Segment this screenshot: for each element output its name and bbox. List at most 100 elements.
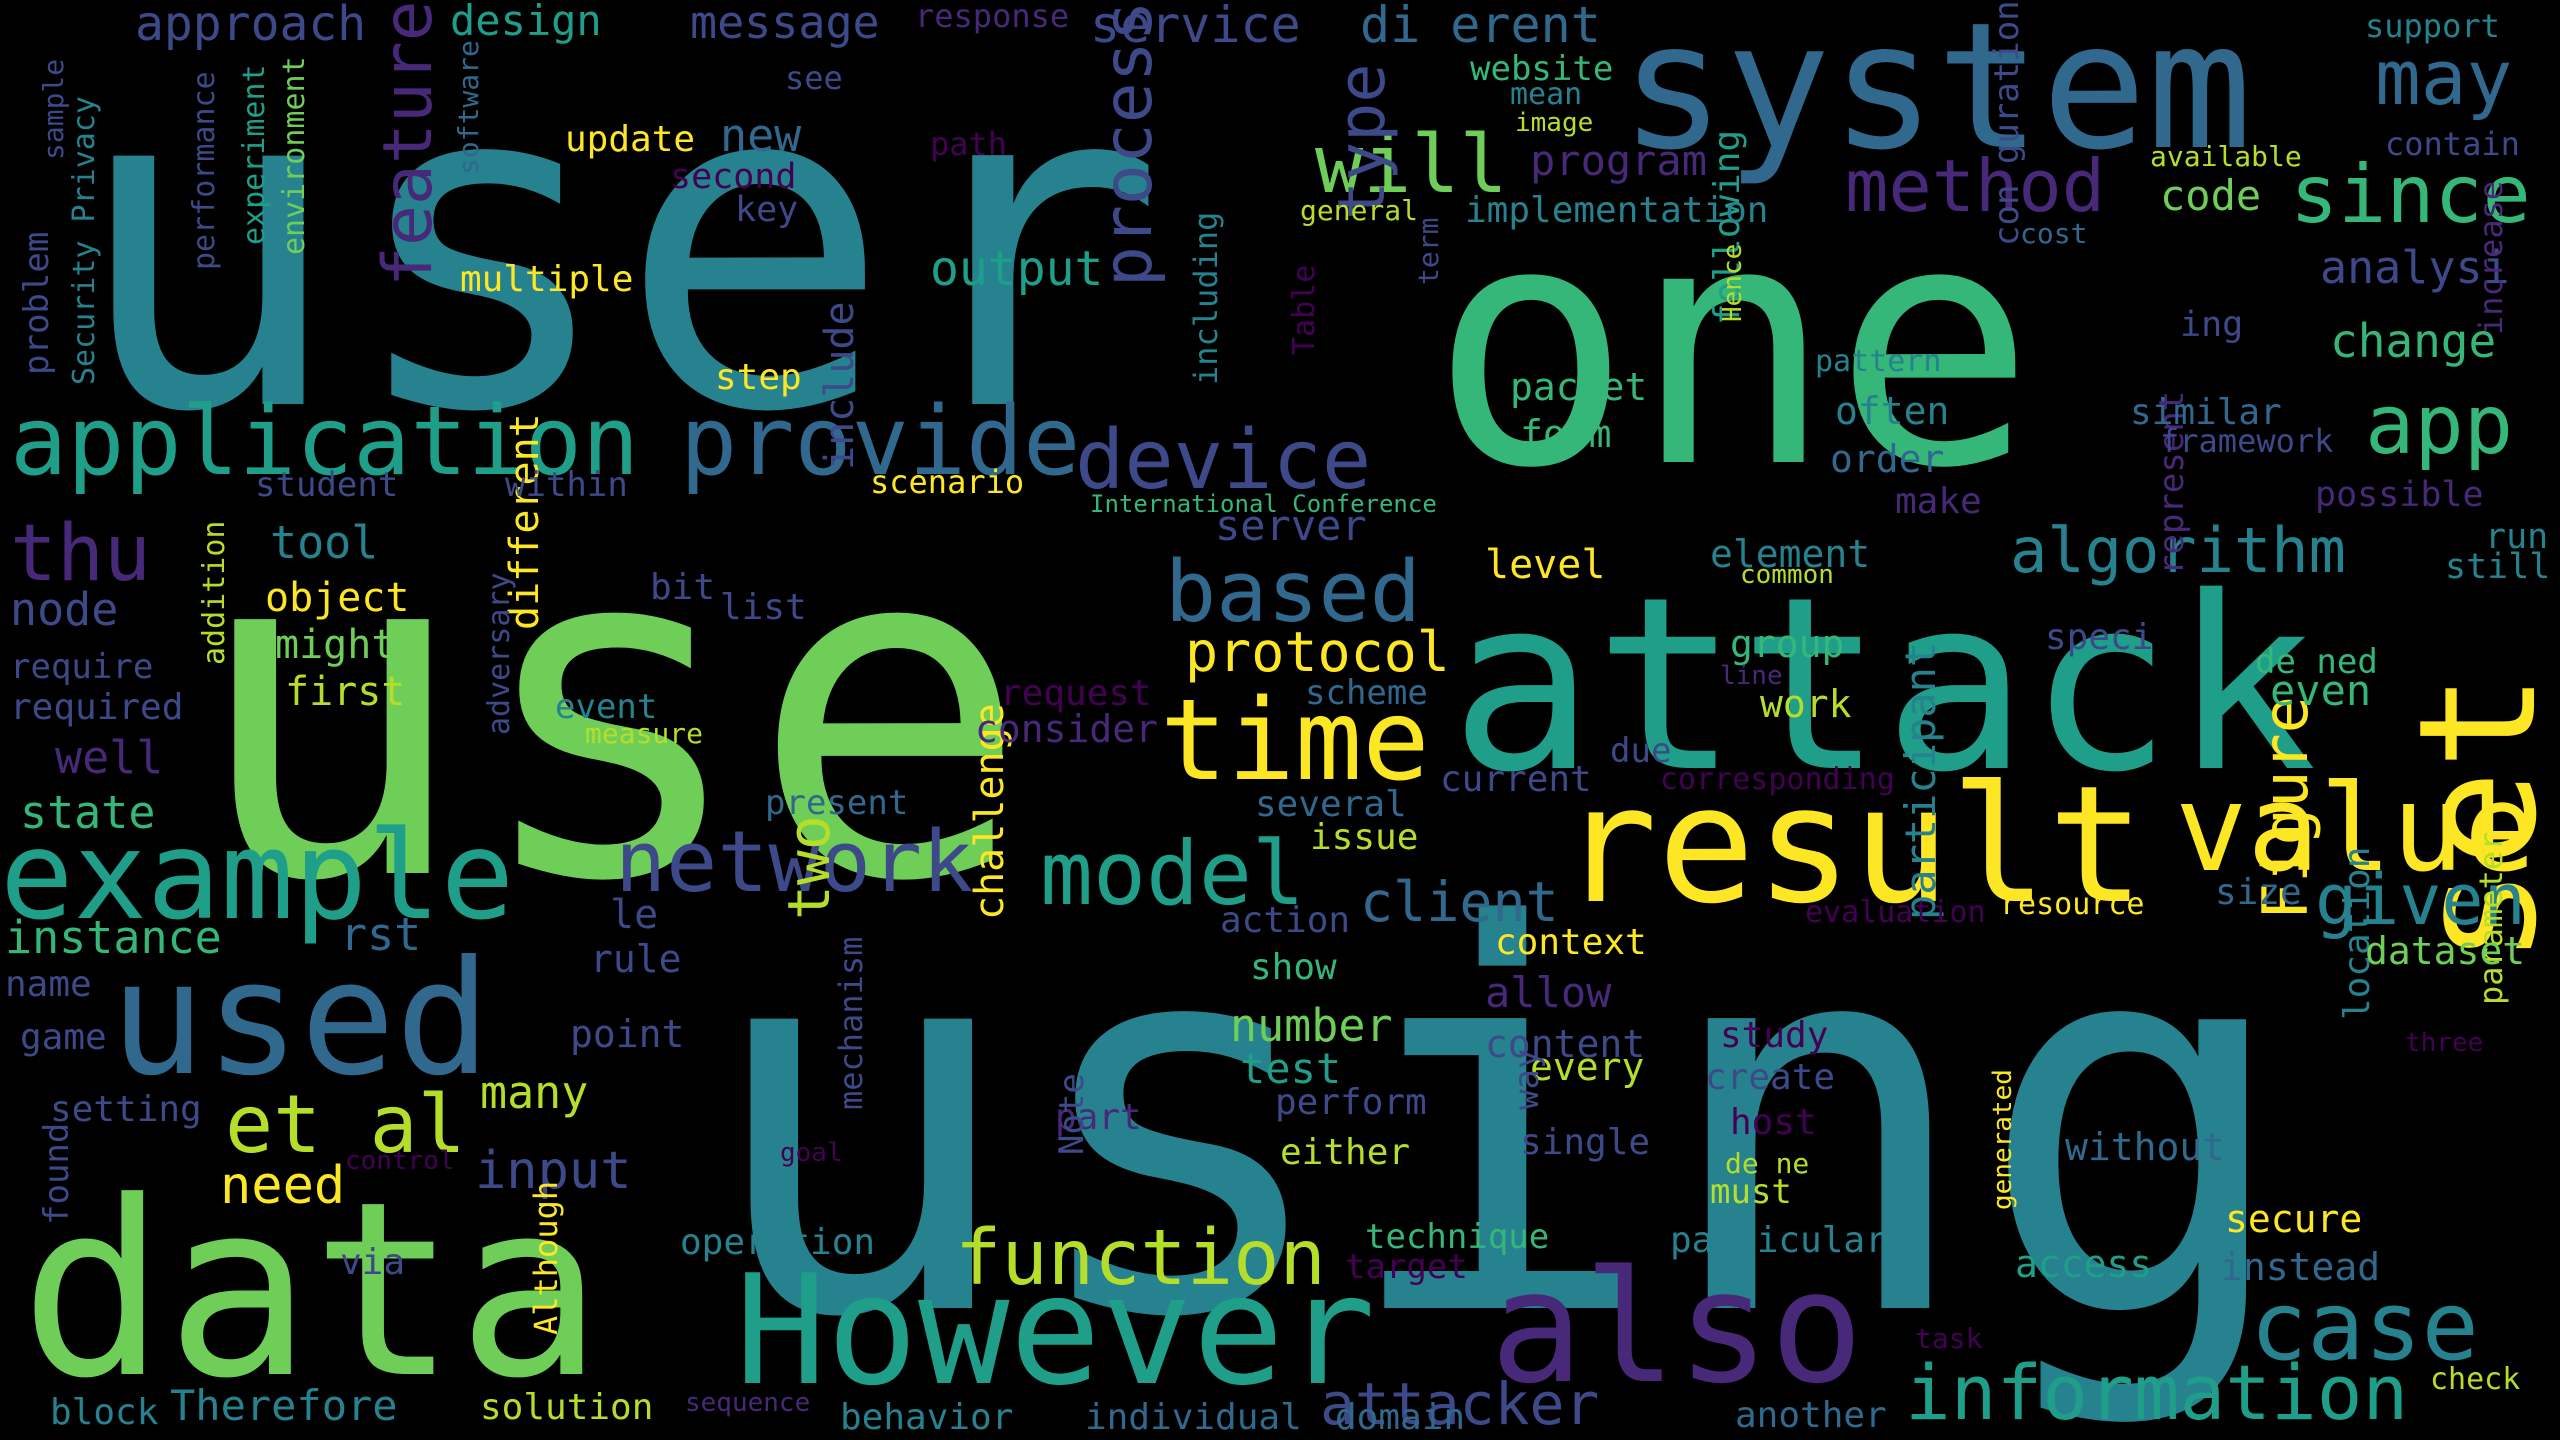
word-output: output	[930, 241, 1104, 297]
word-image: image	[1515, 108, 1594, 138]
word-name: name	[5, 964, 92, 1005]
word-time: time	[1160, 676, 1430, 806]
word-secure: secure	[2225, 1197, 2363, 1241]
word-target: target	[1345, 1247, 1468, 1287]
word-also: also	[1490, 1237, 1864, 1418]
word-increase: increase	[2472, 180, 2510, 335]
word-block: block	[50, 1392, 159, 1433]
word-problem: problem	[17, 231, 57, 375]
word-new: new	[720, 109, 802, 162]
word-still: still	[2445, 547, 2551, 587]
word-need: need	[220, 1156, 346, 1216]
word-control: control	[345, 1146, 455, 1176]
word-parameter: parameter	[2472, 831, 2510, 1005]
word-within: within	[505, 465, 628, 505]
word-framework: framework	[2160, 422, 2334, 460]
word-test: test	[1240, 1044, 1342, 1093]
word-content: content	[1485, 1022, 1646, 1066]
word-example: example	[0, 805, 515, 947]
word-application: application	[10, 387, 640, 497]
word-service: service	[1090, 0, 1301, 54]
word-analysi: analysi	[2320, 241, 2510, 294]
word-many: many	[480, 1066, 589, 1119]
word-since: since	[2290, 148, 2531, 241]
word-number: number	[1230, 999, 1393, 1052]
word-although: Although	[527, 1180, 565, 1335]
word-create: create	[1705, 1057, 1836, 1098]
word-cost: cost	[2020, 217, 2088, 250]
word-work: work	[1760, 682, 1852, 726]
word-way: way	[1507, 1048, 1547, 1110]
word-similar: similar	[2130, 392, 2282, 433]
word-measure: measure	[585, 717, 704, 750]
word-individual: individual	[1085, 1397, 1302, 1438]
word-action: action	[1220, 900, 1351, 941]
word-level: level	[1485, 542, 1606, 588]
word-perform: perform	[1275, 1082, 1427, 1123]
word-element: element	[1710, 532, 1871, 576]
word-common: common	[1740, 560, 1834, 590]
word-sample: sample	[37, 58, 70, 160]
word-key: key	[735, 190, 799, 230]
word-another: another	[1735, 1395, 1887, 1436]
word-might: might	[275, 622, 396, 668]
word-using: using	[700, 816, 2296, 1433]
word-input: input	[475, 1141, 632, 1201]
word-design: design	[450, 0, 602, 45]
word-information: information	[1905, 1348, 2409, 1437]
word-include: include	[817, 301, 863, 470]
word-possible: possible	[2315, 475, 2484, 515]
word-de-ned: de ned	[2255, 642, 2378, 682]
word-part: part	[1055, 1097, 1142, 1138]
word-host: host	[1730, 1102, 1817, 1143]
word-algorithm: algorithm	[2010, 514, 2346, 587]
word-et-al: et al	[225, 1078, 466, 1171]
word-object: object	[265, 575, 410, 621]
word-instance: instance	[5, 911, 222, 964]
word-use: use	[190, 441, 1030, 983]
word-may: may	[2375, 33, 2513, 122]
word-every: every	[1530, 1045, 1645, 1089]
word-game: game	[20, 1017, 107, 1058]
word-security-privacy: Security Privacy	[67, 96, 102, 385]
word-one: one	[1430, 152, 2036, 542]
word-feature: feature	[369, 0, 448, 287]
word-context: context	[1495, 922, 1647, 963]
word-line: line	[1720, 661, 1783, 691]
word-approach: approach	[135, 0, 367, 52]
word-de-ne: de ne	[1725, 1147, 1810, 1180]
word-two: two	[775, 815, 843, 920]
word-support: support	[2365, 7, 2500, 45]
word-user: user	[70, 0, 1166, 512]
word-attack: attack	[1450, 545, 2317, 825]
word-via: via	[340, 1242, 406, 1283]
word-show: show	[1250, 947, 1337, 988]
word-contain: contain	[2385, 125, 2520, 163]
word-website: website	[1470, 49, 1614, 89]
word-issue: issue	[1310, 817, 1419, 858]
word-provide: provide	[680, 387, 1081, 497]
word-used: used	[110, 927, 491, 1111]
word-solution: solution	[480, 1387, 654, 1428]
word-second: second	[670, 157, 797, 197]
word-study: study	[1720, 1015, 1829, 1056]
word-bit: bit	[650, 567, 716, 608]
word-ing: ing	[2180, 305, 2244, 345]
word-single: single	[1520, 1122, 1651, 1163]
word-technique: technique	[1365, 1217, 1550, 1257]
word-operation: operation	[680, 1222, 876, 1263]
word-update: update	[565, 119, 696, 160]
word-multiple: multiple	[460, 259, 634, 300]
word-system: system	[1620, 0, 2253, 189]
word-message: message	[690, 0, 880, 49]
word-available: available	[2150, 140, 2302, 173]
word-data: data	[20, 1150, 603, 1432]
word-check: check	[2430, 1362, 2521, 1397]
word-consider: consider	[975, 707, 1159, 751]
word-present: present	[765, 783, 909, 823]
word-based: based	[1165, 543, 1421, 642]
word-path: path	[930, 125, 1008, 163]
word-client: client	[1360, 870, 1559, 934]
word-mean: mean	[1510, 77, 1583, 112]
word-access: access	[2015, 1242, 2153, 1286]
